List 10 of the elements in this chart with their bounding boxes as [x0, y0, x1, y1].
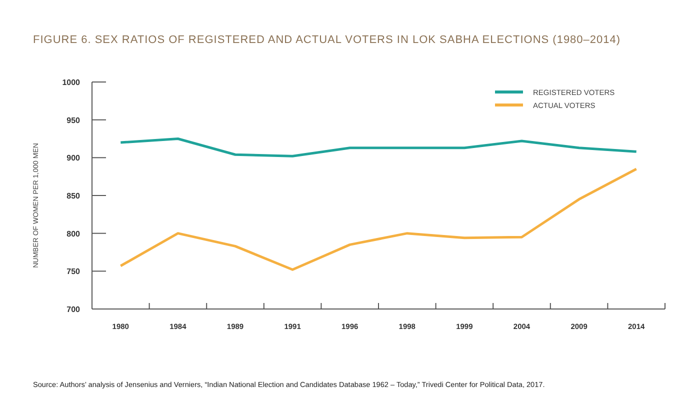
line-series: [119, 168, 638, 271]
y-tick-label: 750: [66, 267, 81, 276]
y-tick-label: 1000: [62, 78, 81, 87]
y-tick-label: 900: [66, 154, 81, 163]
line-series: [119, 138, 638, 158]
y-tick-label: 950: [66, 116, 81, 125]
chart-title: FIGURE 6. SEX RATIOS OF REGISTERED AND ACTUAL VOTERS IN LOK SABHA ELECTIONS (1980–2014): [33, 34, 621, 46]
y-tick-label: 800: [66, 229, 81, 238]
y-tick-label: 700: [66, 305, 81, 314]
y-tick-label: 850: [66, 192, 81, 200]
